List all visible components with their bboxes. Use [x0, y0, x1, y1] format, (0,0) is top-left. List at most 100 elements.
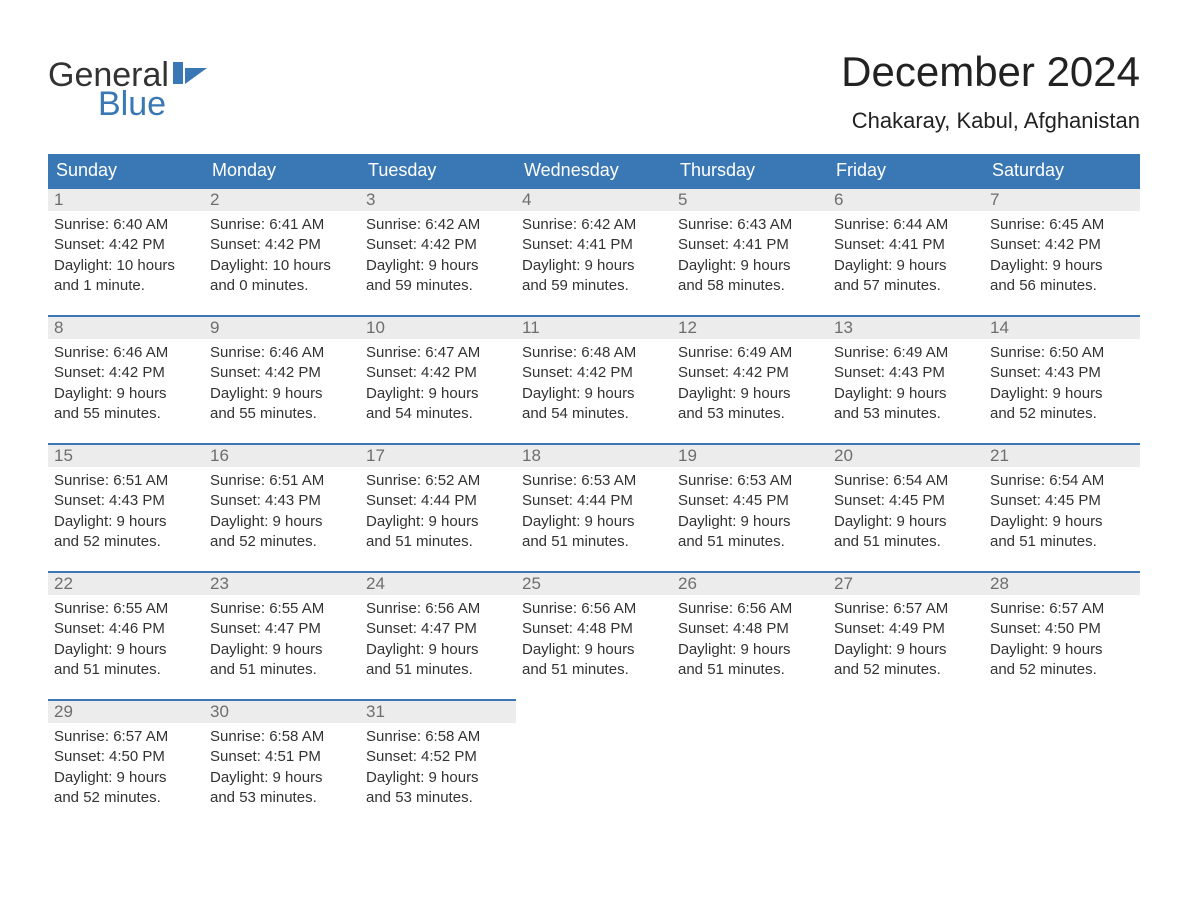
sunrise-text: Sunrise: 6:53 AM — [678, 471, 822, 491]
sunrise-text: Sunrise: 6:57 AM — [834, 599, 978, 619]
calendar-cell: 8Sunrise: 6:46 AMSunset: 4:42 PMDaylight… — [48, 315, 204, 443]
daylight-text-line1: Daylight: 9 hours — [990, 640, 1134, 660]
calendar-cell: 10Sunrise: 6:47 AMSunset: 4:42 PMDayligh… — [360, 315, 516, 443]
calendar-cell: 21Sunrise: 6:54 AMSunset: 4:45 PMDayligh… — [984, 443, 1140, 571]
daylight-text-line1: Daylight: 9 hours — [678, 640, 822, 660]
sunrise-text: Sunrise: 6:43 AM — [678, 215, 822, 235]
daylight-text-line2: and 54 minutes. — [522, 404, 666, 424]
day-number: 5 — [672, 187, 828, 211]
calendar-row: 15Sunrise: 6:51 AMSunset: 4:43 PMDayligh… — [48, 443, 1140, 571]
sunrise-text: Sunrise: 6:58 AM — [210, 727, 354, 747]
sunset-text: Sunset: 4:42 PM — [366, 235, 510, 255]
day-content: Sunrise: 6:40 AMSunset: 4:42 PMDaylight:… — [48, 211, 204, 302]
sunset-text: Sunset: 4:42 PM — [210, 235, 354, 255]
page-header: General Blue December 2024 Chakaray, Kab… — [48, 48, 1140, 134]
sunrise-text: Sunrise: 6:47 AM — [366, 343, 510, 363]
daylight-text-line2: and 54 minutes. — [366, 404, 510, 424]
day-number: 2 — [204, 187, 360, 211]
calendar-cell: 11Sunrise: 6:48 AMSunset: 4:42 PMDayligh… — [516, 315, 672, 443]
daylight-text-line1: Daylight: 9 hours — [990, 256, 1134, 276]
calendar-cell: 29Sunrise: 6:57 AMSunset: 4:50 PMDayligh… — [48, 699, 204, 827]
day-content: Sunrise: 6:46 AMSunset: 4:42 PMDaylight:… — [204, 339, 360, 430]
sunset-text: Sunset: 4:41 PM — [678, 235, 822, 255]
day-number: 14 — [984, 315, 1140, 339]
daylight-text-line1: Daylight: 9 hours — [522, 256, 666, 276]
daylight-text-line2: and 52 minutes. — [210, 532, 354, 552]
weekday-header: Monday — [204, 154, 360, 187]
daylight-text-line2: and 58 minutes. — [678, 276, 822, 296]
location-label: Chakaray, Kabul, Afghanistan — [841, 108, 1140, 134]
daylight-text-line2: and 51 minutes. — [54, 660, 198, 680]
daylight-text-line1: Daylight: 9 hours — [210, 512, 354, 532]
day-content: Sunrise: 6:48 AMSunset: 4:42 PMDaylight:… — [516, 339, 672, 430]
calendar-cell: 18Sunrise: 6:53 AMSunset: 4:44 PMDayligh… — [516, 443, 672, 571]
daylight-text-line1: Daylight: 10 hours — [210, 256, 354, 276]
daylight-text-line2: and 0 minutes. — [210, 276, 354, 296]
sunrise-text: Sunrise: 6:54 AM — [834, 471, 978, 491]
sunrise-text: Sunrise: 6:56 AM — [522, 599, 666, 619]
sunrise-text: Sunrise: 6:42 AM — [366, 215, 510, 235]
day-number: 21 — [984, 443, 1140, 467]
daylight-text-line1: Daylight: 9 hours — [990, 512, 1134, 532]
sunrise-text: Sunrise: 6:55 AM — [210, 599, 354, 619]
day-content: Sunrise: 6:51 AMSunset: 4:43 PMDaylight:… — [204, 467, 360, 558]
weekday-header: Saturday — [984, 154, 1140, 187]
sunset-text: Sunset: 4:42 PM — [990, 235, 1134, 255]
daylight-text-line1: Daylight: 9 hours — [366, 512, 510, 532]
day-number: 22 — [48, 571, 204, 595]
sunset-text: Sunset: 4:43 PM — [990, 363, 1134, 383]
daylight-text-line1: Daylight: 9 hours — [834, 384, 978, 404]
day-number: 12 — [672, 315, 828, 339]
sunset-text: Sunset: 4:44 PM — [522, 491, 666, 511]
daylight-text-line1: Daylight: 9 hours — [834, 640, 978, 660]
sunrise-text: Sunrise: 6:58 AM — [366, 727, 510, 747]
calendar-cell: 14Sunrise: 6:50 AMSunset: 4:43 PMDayligh… — [984, 315, 1140, 443]
daylight-text-line1: Daylight: 9 hours — [522, 384, 666, 404]
sunset-text: Sunset: 4:42 PM — [210, 363, 354, 383]
sunset-text: Sunset: 4:44 PM — [366, 491, 510, 511]
daylight-text-line1: Daylight: 10 hours — [54, 256, 198, 276]
day-content: Sunrise: 6:41 AMSunset: 4:42 PMDaylight:… — [204, 211, 360, 302]
sunrise-text: Sunrise: 6:49 AM — [834, 343, 978, 363]
day-number: 27 — [828, 571, 984, 595]
day-content: Sunrise: 6:57 AMSunset: 4:50 PMDaylight:… — [984, 595, 1140, 686]
calendar-cell-empty — [672, 699, 828, 827]
sunrise-text: Sunrise: 6:57 AM — [54, 727, 198, 747]
daylight-text-line1: Daylight: 9 hours — [522, 640, 666, 660]
calendar-cell: 23Sunrise: 6:55 AMSunset: 4:47 PMDayligh… — [204, 571, 360, 699]
day-number: 30 — [204, 699, 360, 723]
sunrise-text: Sunrise: 6:50 AM — [990, 343, 1134, 363]
daylight-text-line2: and 51 minutes. — [678, 532, 822, 552]
calendar-cell: 16Sunrise: 6:51 AMSunset: 4:43 PMDayligh… — [204, 443, 360, 571]
day-content: Sunrise: 6:53 AMSunset: 4:44 PMDaylight:… — [516, 467, 672, 558]
daylight-text-line2: and 51 minutes. — [522, 660, 666, 680]
daylight-text-line2: and 52 minutes. — [990, 404, 1134, 424]
day-number: 15 — [48, 443, 204, 467]
sunset-text: Sunset: 4:47 PM — [210, 619, 354, 639]
daylight-text-line2: and 52 minutes. — [990, 660, 1134, 680]
weekday-header: Sunday — [48, 154, 204, 187]
day-number: 23 — [204, 571, 360, 595]
day-number: 7 — [984, 187, 1140, 211]
sunset-text: Sunset: 4:42 PM — [522, 363, 666, 383]
sunset-text: Sunset: 4:45 PM — [678, 491, 822, 511]
day-content: Sunrise: 6:44 AMSunset: 4:41 PMDaylight:… — [828, 211, 984, 302]
day-content: Sunrise: 6:54 AMSunset: 4:45 PMDaylight:… — [828, 467, 984, 558]
daylight-text-line2: and 53 minutes. — [678, 404, 822, 424]
day-content: Sunrise: 6:52 AMSunset: 4:44 PMDaylight:… — [360, 467, 516, 558]
daylight-text-line2: and 51 minutes. — [210, 660, 354, 680]
daylight-text-line2: and 52 minutes. — [54, 788, 198, 808]
day-content: Sunrise: 6:57 AMSunset: 4:49 PMDaylight:… — [828, 595, 984, 686]
day-number: 20 — [828, 443, 984, 467]
sunrise-text: Sunrise: 6:46 AM — [210, 343, 354, 363]
day-content: Sunrise: 6:50 AMSunset: 4:43 PMDaylight:… — [984, 339, 1140, 430]
sunrise-text: Sunrise: 6:46 AM — [54, 343, 198, 363]
calendar-cell: 6Sunrise: 6:44 AMSunset: 4:41 PMDaylight… — [828, 187, 984, 315]
sunrise-text: Sunrise: 6:54 AM — [990, 471, 1134, 491]
sunset-text: Sunset: 4:42 PM — [678, 363, 822, 383]
calendar-cell: 3Sunrise: 6:42 AMSunset: 4:42 PMDaylight… — [360, 187, 516, 315]
sunset-text: Sunset: 4:42 PM — [54, 235, 198, 255]
sunrise-text: Sunrise: 6:56 AM — [366, 599, 510, 619]
day-content: Sunrise: 6:56 AMSunset: 4:48 PMDaylight:… — [672, 595, 828, 686]
sunset-text: Sunset: 4:43 PM — [210, 491, 354, 511]
